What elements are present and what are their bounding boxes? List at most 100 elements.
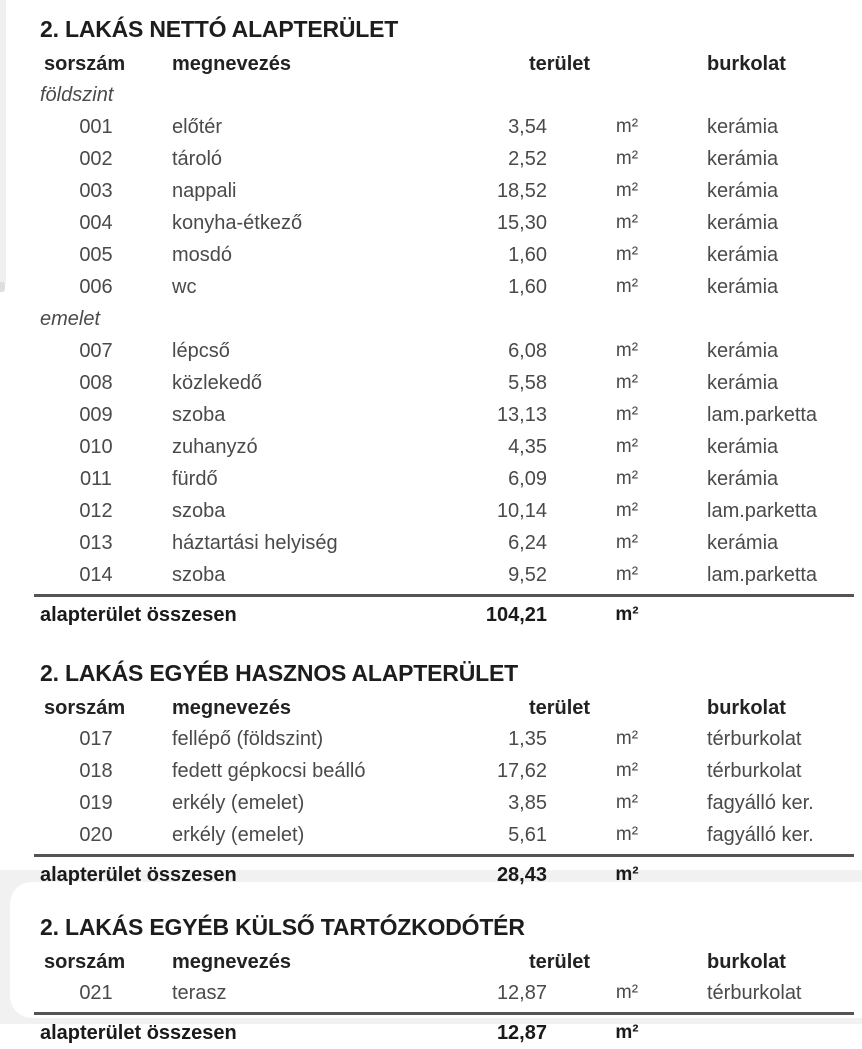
row-name: közlekedő [172,372,263,394]
floor-area-document: 2. LAKÁS NETTÓ ALAPTERÜLET sorszám megne… [34,14,854,1044]
row-number: 017 [79,728,113,750]
row-finish: kerámia [707,244,779,266]
table-row: 011 fürdő 6,09 m² kerámia [40,463,848,495]
row-finish: kerámia [707,148,779,170]
row-name: wc [172,276,197,298]
row-finish: kerámia [707,532,779,554]
floor-section-label: földszint [40,84,114,106]
header-megnevezes: megnevezés [172,951,291,973]
row-number: 020 [79,824,113,846]
table-row: 012 szoba 10,14 m² lam.parketta [40,495,848,527]
table-title: 2. LAKÁS NETTÓ ALAPTERÜLET [40,16,399,42]
row-area-value: 1,60 [508,244,547,266]
table-row: 004 konyha-étkező 15,30 m² kerámia [40,207,848,239]
row-name: erkély (emelet) [172,792,305,814]
table-row: 006 wc 1,60 m² kerámia [40,271,848,303]
row-name: erkély (emelet) [172,824,305,846]
row-number: 018 [79,760,113,782]
row-area-unit: m² [615,148,639,169]
row-area-value: 5,58 [508,372,547,394]
row-number: 005 [79,244,113,266]
row-finish: kerámia [707,180,779,202]
table-title: 2. LAKÁS EGYÉB HASZNOS ALAPTERÜLET [40,660,518,686]
total-divider [34,854,854,857]
header-terulet: terület [528,53,591,75]
row-area-unit: m² [615,824,639,845]
row-number: 010 [79,436,113,458]
row-name: fellépő (földszint) [172,728,324,750]
row-area-value: 15,30 [496,212,547,234]
row-area-value: 13,13 [496,404,547,426]
row-name: fürdő [172,468,218,490]
row-area-unit: m² [615,500,639,521]
row-area-unit: m² [615,276,639,297]
row-name: tároló [172,148,223,170]
header-sorszam: sorszám [44,697,126,719]
table-total-row: alapterület összesen 28,43 m² [40,858,848,891]
row-area-value: 3,85 [508,792,547,814]
total-value: 28,43 [496,863,547,886]
area-table: 2. LAKÁS NETTÓ ALAPTERÜLET sorszám megne… [34,14,854,631]
row-area-value: 2,52 [508,148,547,170]
row-number: 011 [80,468,112,490]
row-name: szoba [172,500,226,522]
row-name: zuhanyzó [172,436,258,458]
row-number: 006 [79,276,113,298]
total-label: alapterület összesen [40,863,237,886]
row-area-unit: m² [615,212,639,233]
row-number: 012 [79,500,113,522]
table-rows: 017 fellépő (földszint) 1,35 m² térburko… [40,723,848,851]
table-header-row: sorszám megnevezés terület burkolat [40,946,848,977]
table-row: 005 mosdó 1,60 m² kerámia [40,239,848,271]
row-number: 001 [79,116,113,138]
total-label: alapterület összesen [40,603,237,626]
header-terulet: terület [528,951,591,973]
row-area-value: 9,52 [508,564,547,586]
row-number: 002 [79,148,113,170]
row-finish: fagyálló ker. [707,792,814,814]
row-area-value: 5,61 [508,824,547,846]
total-divider [34,1012,854,1015]
row-finish: kerámia [707,212,779,234]
document-card-background [10,882,862,1018]
row-finish: térburkolat [707,728,802,750]
total-unit: m² [615,863,639,885]
row-finish: kerámia [707,340,779,362]
row-area-unit: m² [615,340,639,361]
total-label: alapterület összesen [40,1021,237,1044]
row-area-value: 4,35 [508,436,547,458]
row-finish: lam.parketta [707,404,818,426]
row-area-unit: m² [615,728,639,749]
scan-edge-artifact [0,0,6,284]
row-area-unit: m² [615,436,639,457]
header-sorszam: sorszám [44,53,126,75]
table-row: 014 szoba 9,52 m² lam.parketta [40,559,848,591]
row-name: lépcső [172,340,230,362]
total-divider [34,594,854,597]
row-area-unit: m² [615,982,639,1003]
row-number: 013 [79,532,113,554]
header-sorszam: sorszám [44,951,126,973]
row-area-value: 6,09 [508,468,547,490]
table-row: 010 zuhanyzó 4,35 m² kerámia [40,431,848,463]
total-unit: m² [615,1021,639,1043]
row-finish: kerámia [707,372,779,394]
row-area-value: 1,60 [508,276,547,298]
header-megnevezes: megnevezés [172,53,291,75]
row-area-value: 6,08 [508,340,547,362]
row-name: konyha-étkező [172,212,303,234]
table-row: 019 erkély (emelet) 3,85 m² fagyálló ker… [40,787,848,819]
row-area-value: 12,87 [496,982,547,1004]
table-total-row: alapterület összesen 104,21 m² [40,598,848,631]
header-burkolat: burkolat [707,53,786,75]
table-title: 2. LAKÁS EGYÉB KÜLSŐ TARTÓZKODÓTÉR [40,914,525,940]
row-area-unit: m² [615,760,639,781]
row-number: 003 [79,180,113,202]
row-name: előtér [172,116,223,138]
floor-section-label: emelet [40,308,101,330]
header-burkolat: burkolat [707,951,786,973]
table-rows: 021 terasz 12,87 m² térburkolat [40,977,848,1009]
table-row: 021 terasz 12,87 m² térburkolat [40,977,848,1009]
row-number: 021 [79,982,113,1004]
row-finish: kerámia [707,468,779,490]
